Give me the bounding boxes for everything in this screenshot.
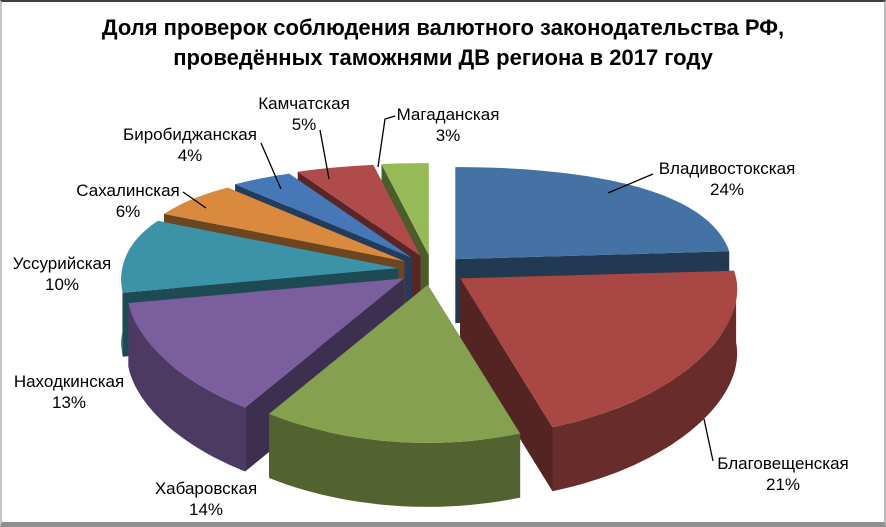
pie-slice-top[interactable]: [128, 278, 404, 408]
chart-title-line2: проведённых таможнями ДВ региона в 2017 …: [173, 45, 713, 70]
slice-label-percent: 13%: [51, 393, 87, 412]
slice-label: Находкинская 13%: [2, 371, 164, 413]
slice-label-name: Магаданская: [396, 105, 500, 124]
pie-slice-top[interactable]: [381, 163, 429, 256]
slice-label-name: Сахалинская: [76, 181, 180, 200]
pie-slice-top[interactable]: [164, 187, 405, 262]
leader-line: [703, 418, 714, 462]
pie-slice: [269, 284, 521, 507]
pie-slice-side: [128, 303, 246, 472]
slice-label-percent: 4%: [177, 146, 203, 165]
pie-slice-top[interactable]: [297, 164, 421, 256]
slice-label: Камчатская 5%: [209, 93, 399, 135]
slice-label-name: Находкинская: [13, 372, 125, 391]
slice-label-percent: 14%: [188, 500, 224, 519]
chart-title-line1: Доля проверок соблюдения валютного закон…: [101, 15, 785, 40]
slice-label-percent: 3%: [435, 126, 461, 145]
pie-slice-side: [552, 278, 738, 492]
pie-slice-top[interactable]: [460, 270, 738, 428]
slice-label-name: Владивостокская: [658, 159, 796, 178]
slice-label-percent: 10%: [44, 275, 80, 294]
slice-label-percent: 6%: [115, 202, 141, 221]
slice-label-name: Уссурийская: [12, 254, 112, 273]
pie-slice-top[interactable]: [121, 220, 399, 293]
chart-title: Доля проверок соблюдения валютного закон…: [2, 13, 884, 73]
pie-slice-side: [121, 268, 123, 357]
slice-label: Благовещенская 21%: [688, 453, 878, 495]
slice-label: Владивостокская 24%: [632, 158, 822, 200]
leader-line: [377, 115, 396, 168]
slice-label: Сахалинская 6%: [33, 180, 223, 222]
slice-label-percent: 5%: [291, 115, 317, 134]
leader-line: [260, 142, 282, 190]
pie-slice-side: [269, 413, 521, 507]
slice-label-name: Биробиджанская: [123, 125, 257, 144]
slice-label: Хабаровская 14%: [111, 478, 301, 520]
leader-line: [319, 129, 330, 180]
leader-line: [607, 173, 654, 194]
slice-label: Биробиджанская 4%: [95, 124, 285, 166]
pie-slice: [460, 270, 738, 492]
pie-slice-top[interactable]: [235, 173, 412, 258]
slice-label-name: Хабаровская: [154, 479, 258, 498]
slice-label-name: Благовещенская: [717, 454, 849, 473]
slice-label-name: Камчатская: [258, 94, 350, 113]
slice-label: Магаданская 3%: [353, 104, 543, 146]
pie-slice-top[interactable]: [455, 167, 730, 260]
slice-label-percent: 21%: [765, 475, 801, 494]
slice-label-percent: 24%: [709, 180, 745, 199]
slice-label: Уссурийская 10%: [2, 253, 157, 295]
leader-line: [182, 191, 207, 209]
pie-slice-side: [460, 278, 553, 492]
pie-slice-top[interactable]: [269, 284, 521, 443]
